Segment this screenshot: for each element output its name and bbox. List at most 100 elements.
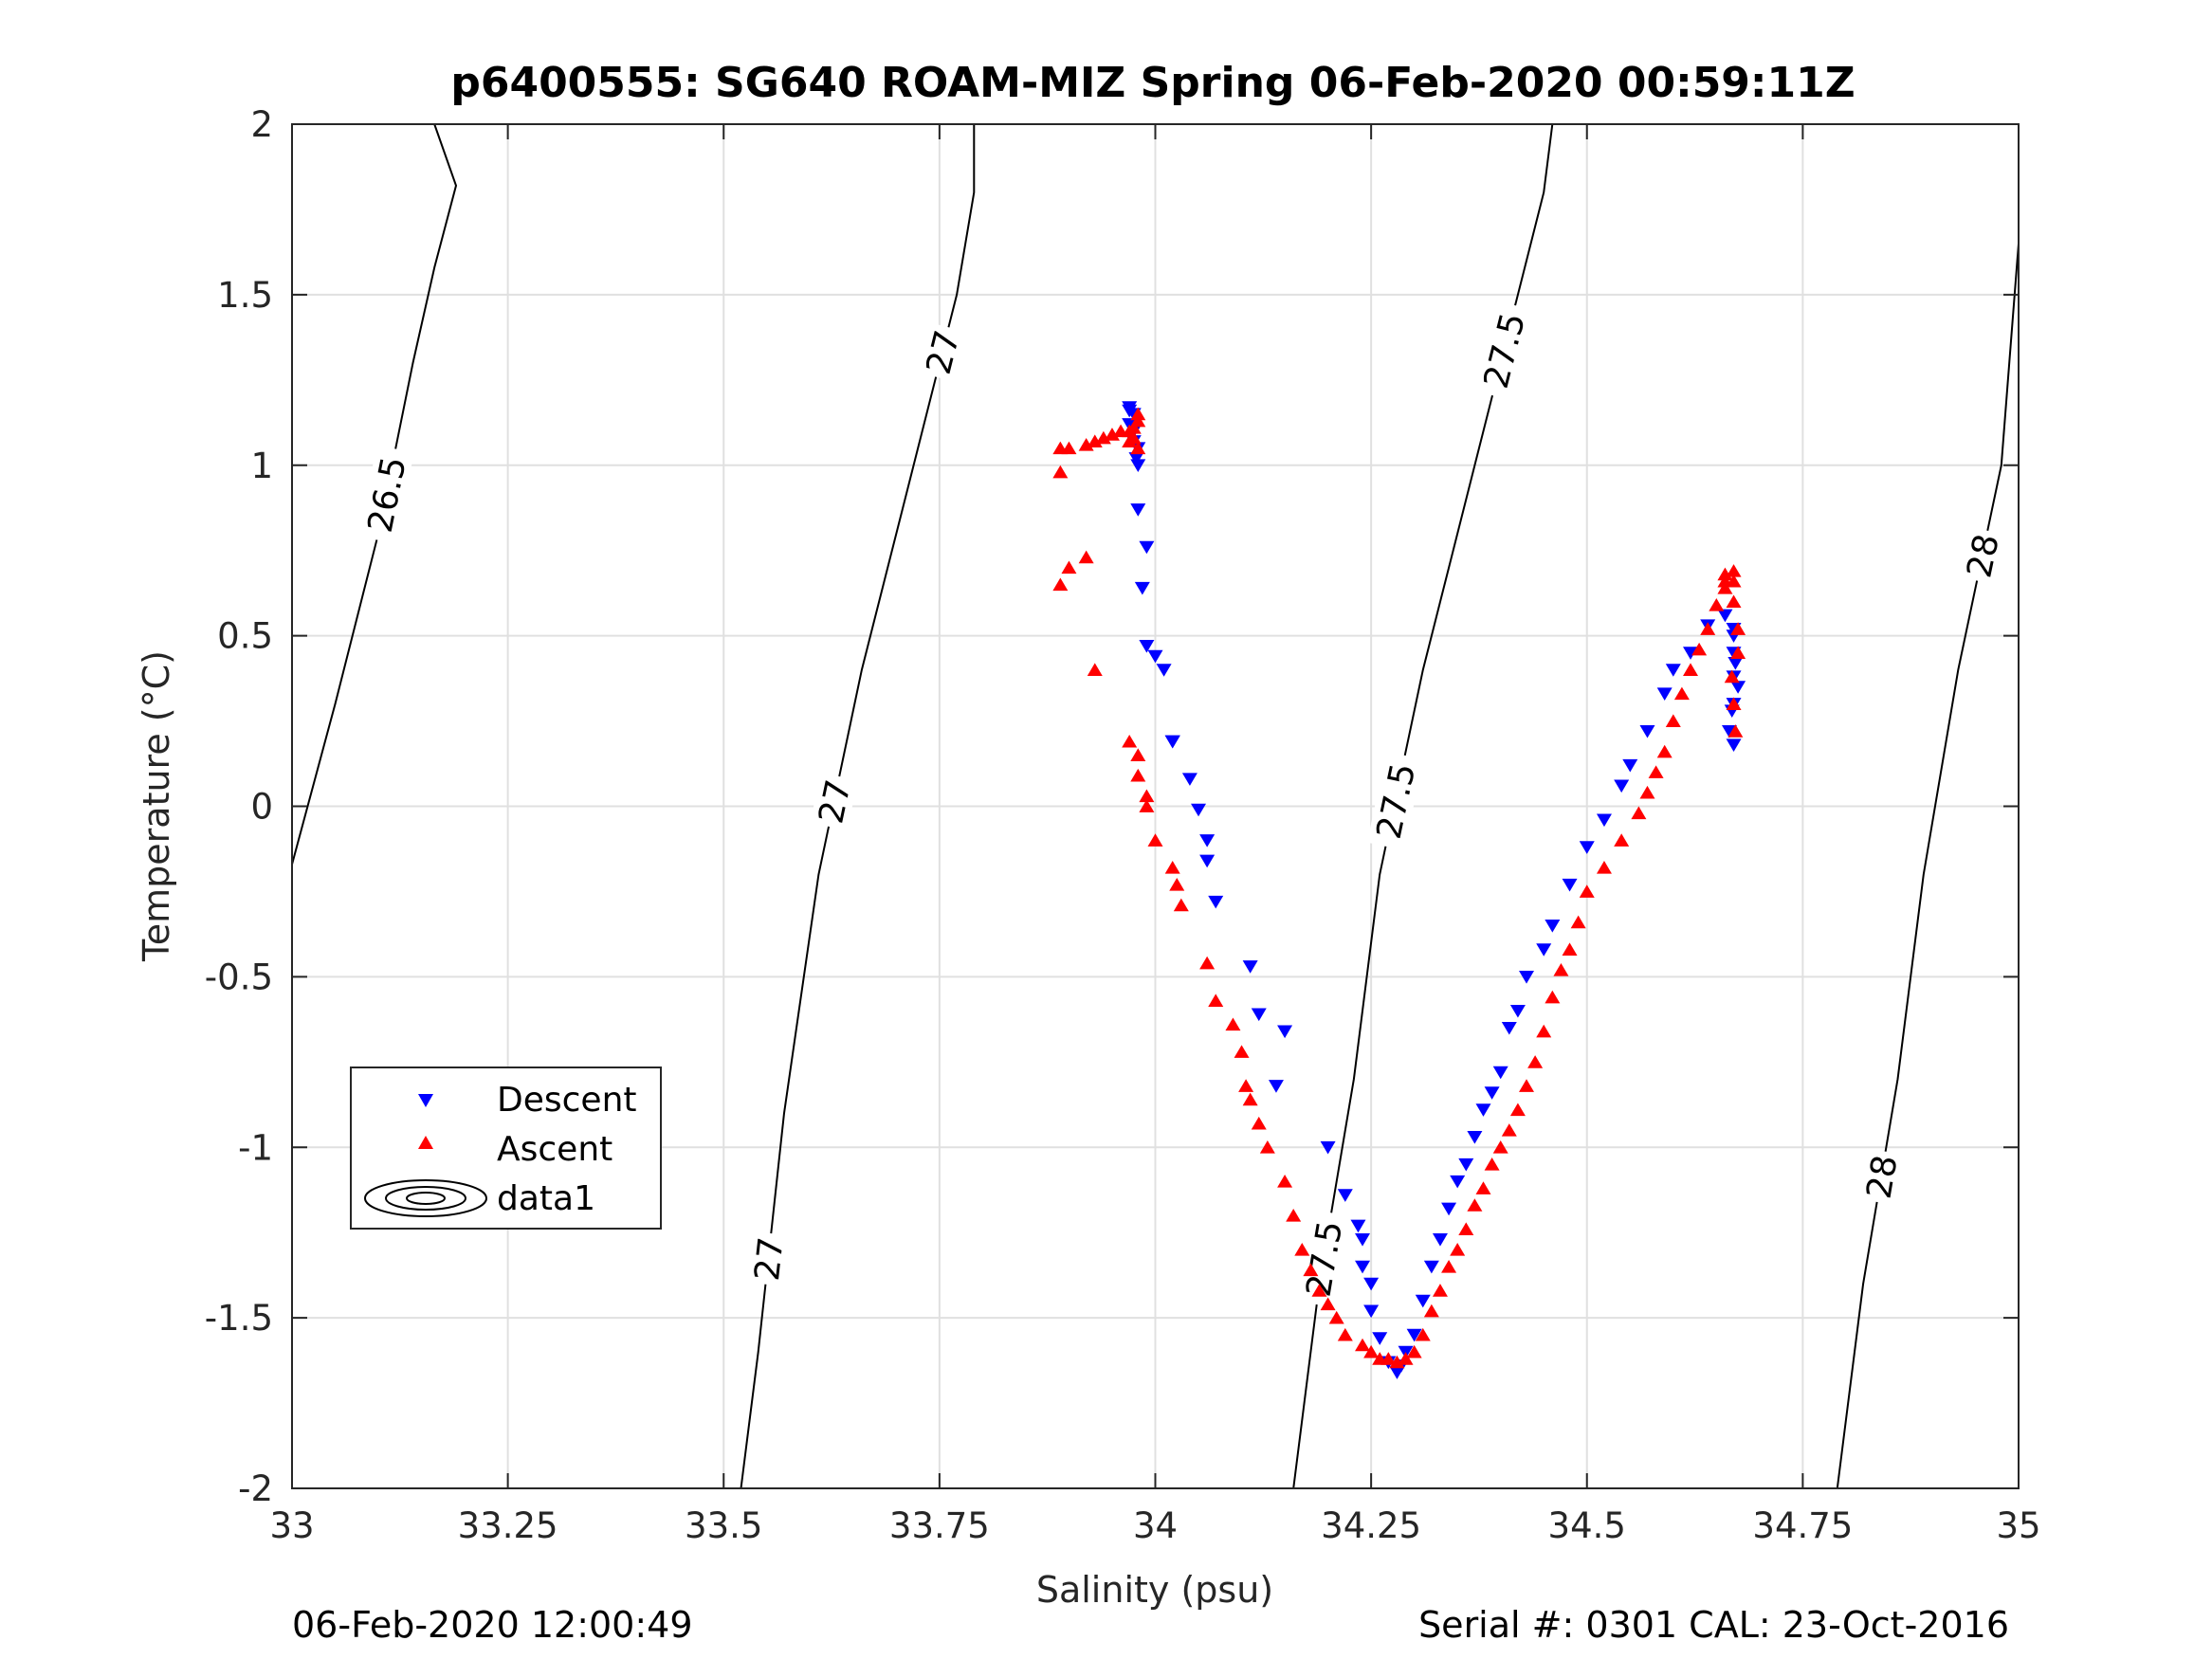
descent-point — [1156, 664, 1172, 677]
ascent-point — [1294, 1242, 1310, 1256]
descent-point — [1492, 1066, 1508, 1080]
ascent-point — [1225, 1017, 1241, 1031]
ascent-point — [1648, 765, 1664, 778]
ascent-point — [1475, 1181, 1491, 1194]
descent-point — [1596, 813, 1612, 828]
contour-label-bg — [1473, 301, 1534, 401]
descent-point — [1458, 1158, 1474, 1172]
descent-point — [1622, 758, 1638, 773]
ascent-point — [1596, 861, 1612, 874]
ascent-point — [1095, 430, 1111, 445]
ascent-point — [1130, 407, 1146, 421]
ascent-point — [1579, 884, 1595, 898]
ascent-point — [1467, 1198, 1483, 1212]
descent-point — [1337, 1189, 1353, 1202]
descent-point — [1130, 459, 1146, 472]
y-tick-label: 2 — [250, 104, 273, 145]
ascent-point — [1286, 1209, 1302, 1222]
legend-marker-ascent — [418, 1136, 433, 1149]
ascent-point — [1450, 1242, 1466, 1256]
ascent-point — [1125, 420, 1142, 434]
ascent-point — [1251, 1116, 1267, 1130]
descent-point — [1251, 1008, 1267, 1022]
descent-point — [1191, 803, 1207, 817]
ascent-point — [1122, 434, 1138, 447]
y-tick-label: -2 — [238, 1468, 273, 1509]
ascent-point — [1700, 622, 1716, 635]
descent-point — [1614, 779, 1630, 793]
ascent-point — [1234, 1045, 1250, 1058]
descent-point — [1199, 834, 1216, 848]
ascent-point — [1458, 1222, 1474, 1235]
contour-label: 27 — [748, 1235, 792, 1283]
x-tick-label: 33.5 — [685, 1505, 762, 1546]
ascent-point — [1078, 437, 1094, 451]
contour-line — [1836, 243, 2020, 1489]
y-tick-label: 1.5 — [217, 275, 273, 316]
ascent-point — [1492, 1140, 1508, 1154]
descent-point — [1656, 687, 1673, 701]
ascent-point — [1423, 1304, 1439, 1318]
descent-point — [1355, 1232, 1371, 1247]
ascent-point — [1337, 1327, 1353, 1341]
ascent-point — [1104, 428, 1120, 441]
ascent-point — [1709, 598, 1725, 611]
legend: Descent Ascent data1 — [350, 1066, 662, 1230]
ascent-point — [1139, 799, 1155, 812]
contour-label: 27 — [812, 776, 859, 827]
ascent-point — [1441, 1259, 1457, 1273]
contour-label-bg — [917, 322, 967, 382]
descent-point — [1423, 1260, 1439, 1274]
footer-timestamp: 06-Feb-2020 12:00:49 — [292, 1604, 693, 1646]
ascent-point — [1078, 550, 1094, 564]
ascent-point — [1415, 1327, 1431, 1341]
ascent-point — [1052, 465, 1069, 479]
legend-box — [350, 1066, 662, 1230]
descent-point — [1579, 841, 1595, 854]
x-tick-label: 34.75 — [1752, 1505, 1853, 1546]
ascent-point — [1130, 441, 1146, 455]
descent-point — [1683, 647, 1699, 660]
descent-point — [1536, 943, 1552, 957]
y-tick-label: -0.5 — [205, 957, 273, 997]
contour-label-bg — [1857, 1148, 1905, 1206]
ascent-point — [1130, 748, 1146, 761]
grid — [292, 124, 2019, 1488]
axis-ticks: 33 33.25 33.5 33.75 34 34.25 34.5 34.75 35 -2 -1.5… — [205, 104, 2041, 1546]
ascent-point — [1380, 1352, 1397, 1365]
ascent-point — [1501, 1123, 1517, 1137]
descent-point — [1639, 724, 1655, 738]
ascent-point — [1139, 789, 1155, 803]
ascent-point — [1363, 1344, 1380, 1358]
descent-point — [1665, 664, 1681, 677]
ascent-point — [1631, 806, 1647, 820]
ascent-point — [1726, 594, 1742, 609]
legend-marker-contour — [364, 1179, 487, 1217]
descent-point — [1134, 581, 1150, 595]
legend-marker-descent — [418, 1094, 433, 1107]
footer-serial-cal: Serial #: 0301 CAL: 23-Oct-2016 — [1418, 1604, 2009, 1646]
ascent-point — [1683, 663, 1699, 676]
descent-point — [1320, 1140, 1336, 1155]
descent-point — [1242, 960, 1258, 974]
ascent-point — [1130, 768, 1146, 782]
ascent-point — [1164, 861, 1180, 874]
ascent-point — [1717, 581, 1733, 594]
ascent-point — [1726, 564, 1742, 577]
ascent-point — [1656, 744, 1673, 758]
legend-label-ascent: Ascent — [497, 1130, 612, 1169]
descent-point — [1268, 1080, 1284, 1093]
ascent-point — [1122, 734, 1138, 748]
ascent-point — [1432, 1284, 1448, 1297]
ascent-point — [1728, 724, 1744, 738]
ascent-point — [1087, 434, 1103, 447]
descent-point — [1122, 404, 1138, 418]
ascent-point — [1553, 962, 1569, 976]
ascent-point — [1406, 1344, 1422, 1358]
descent-point — [1475, 1103, 1491, 1117]
ascent-point — [1208, 994, 1224, 1007]
ascent-point — [1726, 574, 1742, 588]
ascent-point — [1173, 898, 1189, 912]
ascent-point — [1328, 1310, 1344, 1324]
